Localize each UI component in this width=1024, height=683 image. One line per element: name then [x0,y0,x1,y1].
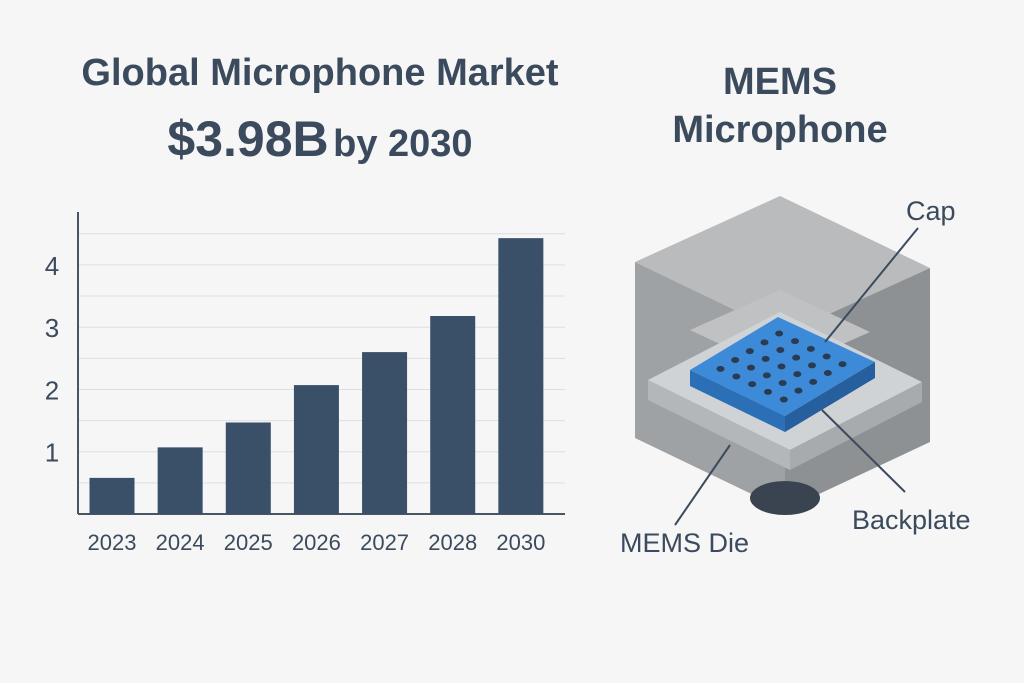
bar [293,385,339,514]
perforation-hole [806,345,815,352]
diagram-title: MEMS Microphone [620,58,940,154]
perforation-hole [808,362,816,369]
perforation-hole [791,338,799,345]
perforation-hole [778,380,787,386]
bar [89,477,135,514]
perforation-hole [731,357,740,363]
x-tick-label: 2027 [360,530,409,555]
perforation-hole [762,372,771,379]
bar [225,422,271,514]
y-tick-label: 4 [45,251,59,281]
perforation-hole [716,365,725,372]
x-tick-label: 2023 [88,530,137,555]
perforation-hole [794,387,803,394]
perforation-hole [761,355,770,362]
perforation-hole [776,347,785,353]
perforation-hole [793,371,802,378]
mems-die-side [785,362,875,432]
perforation-hole [823,370,832,376]
x-tick-label: 2024 [156,530,205,555]
base-plate-side [790,382,922,470]
perforation-hole [745,348,754,355]
y-tick-label: 2 [45,375,59,405]
perforation-hole [732,373,741,380]
bar-chart: 1 2 3 4 2023 2024 2025 2026 2027 2028 2030 [45,212,565,555]
housing-top [635,196,930,334]
perforation-hole [838,361,847,368]
bar [157,447,203,514]
base-plate-front [648,380,790,470]
y-tick-label: 1 [45,438,59,468]
x-tick-label: 2030 [496,530,545,555]
perforation-hole [775,330,784,337]
bar [498,238,544,514]
perforation-hole [777,363,786,370]
x-tick-label: 2025 [224,530,273,555]
mems-die-label: MEMS Die [620,528,750,558]
chart-title: Global Microphone Market [81,52,559,94]
perforation-hole [760,339,769,346]
perforation-hole [764,388,772,395]
perforation-hole [747,364,755,371]
perforation-hole [822,353,831,360]
subtitle-rest: by 2030 [333,123,473,165]
die-perforations [716,330,847,403]
x-tick-label: 2028 [428,530,477,555]
perforation-hole [779,396,788,403]
mems-microphone-diagram [635,196,930,526]
perforation-hole [809,378,818,385]
subtitle-value: $3.98B [167,111,329,167]
mems-die-front [690,370,785,432]
perforation-hole [792,354,801,361]
chart-subtitle: $3.98B by 2030 [40,110,600,168]
diagram-title-line2: Microphone [672,109,888,151]
die-callout-line [674,444,731,526]
bar [430,315,476,514]
cap-label: Cap [906,196,956,226]
x-tick-label: 2026 [292,530,341,555]
perforation-hole [748,381,757,388]
backplate-label: Backplate [852,505,971,535]
backplate-callout-line [821,409,906,493]
y-tick-label: 3 [45,313,59,343]
sound-port [750,481,820,515]
bar [362,352,408,514]
diagram-title-line1: MEMS [723,61,837,103]
cap-callout-line [824,227,919,343]
